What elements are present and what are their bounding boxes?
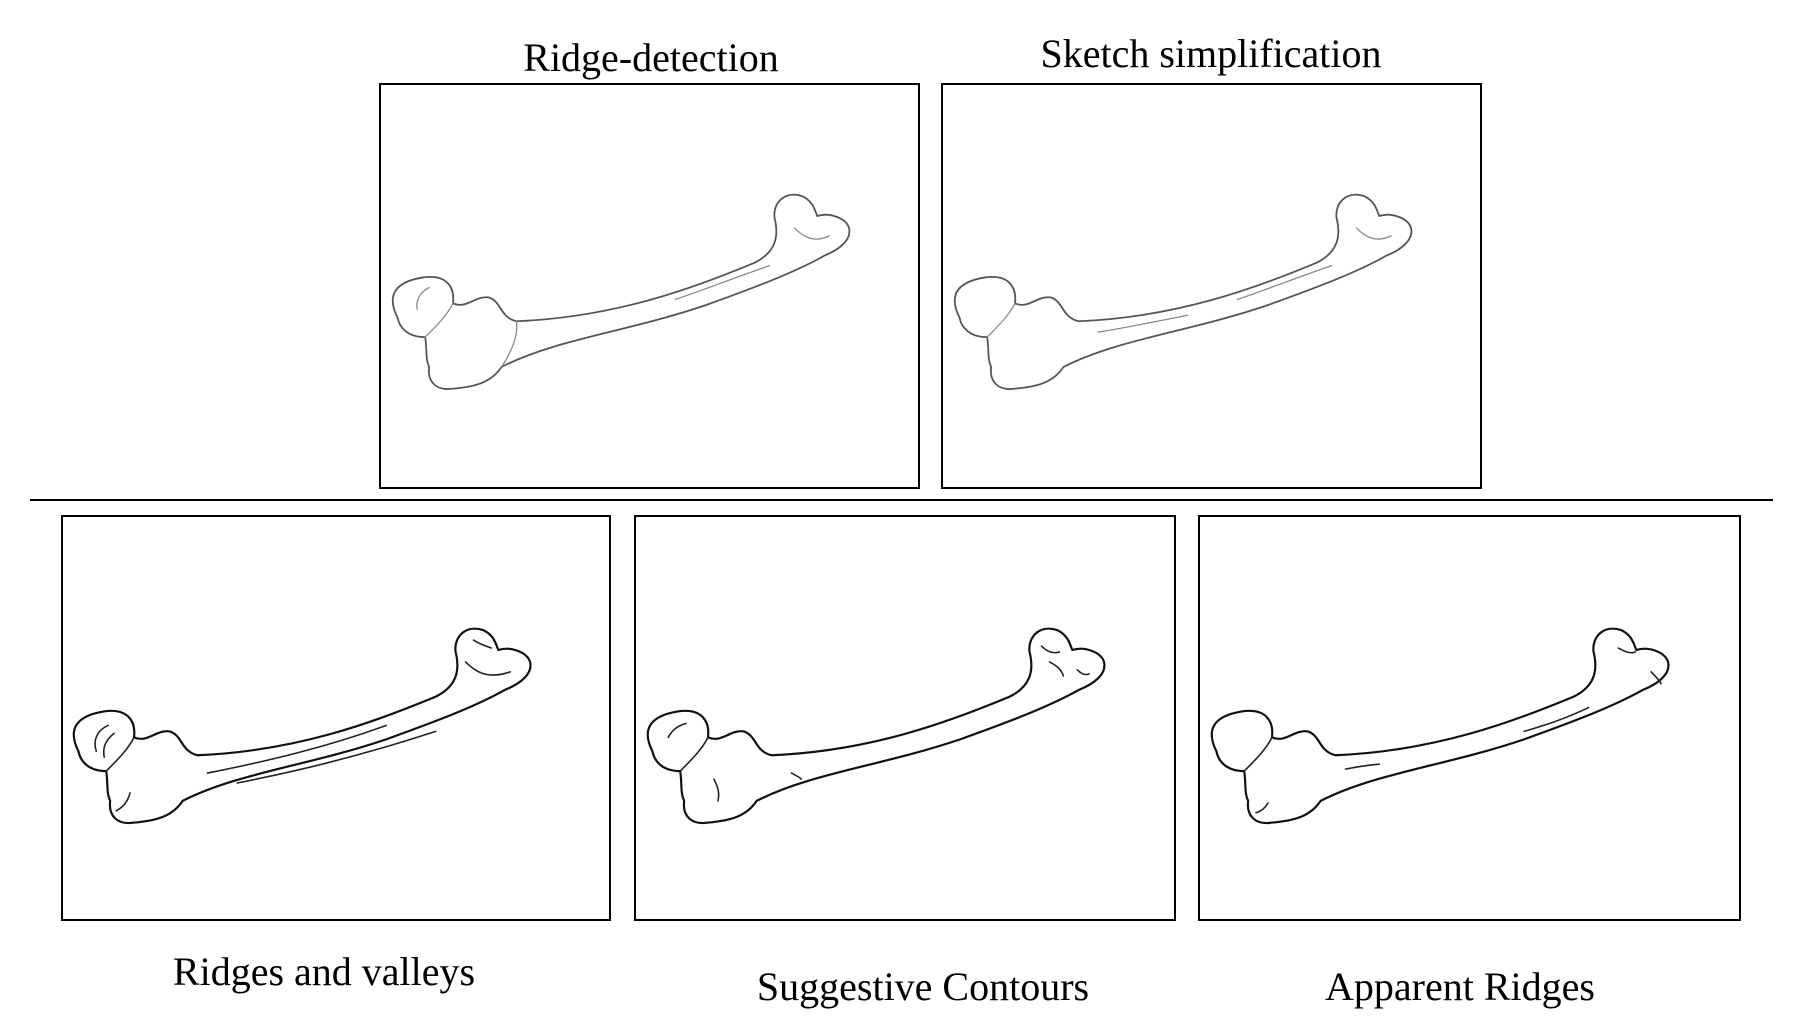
- femur-drawing-ridges-and-valleys: [72, 627, 532, 825]
- femur-drawing-sketch-simplification: [953, 193, 1413, 390]
- section-divider: [30, 499, 1773, 501]
- label-suggestive-contours: Suggestive Contours: [756, 964, 1090, 1009]
- panel-ridge-detection: [379, 83, 920, 489]
- panel-sketch-simplification: [941, 83, 1482, 489]
- label-ridge-detection: Ridge-detection: [523, 35, 779, 80]
- panel-apparent-ridges: [1198, 515, 1741, 921]
- label-sketch-simplification: Sketch simplification: [1040, 31, 1382, 76]
- label-ridges-and-valleys: Ridges and valleys: [172, 949, 476, 994]
- femur-drawing-suggestive-contours: [646, 627, 1106, 825]
- femur-drawing-apparent-ridges: [1210, 627, 1670, 825]
- panel-ridges-and-valleys: [61, 515, 611, 921]
- label-apparent-ridges: Apparent Ridges: [1325, 964, 1595, 1009]
- femur-drawing-ridge-detection: [391, 193, 851, 390]
- panel-suggestive-contours: [634, 515, 1176, 921]
